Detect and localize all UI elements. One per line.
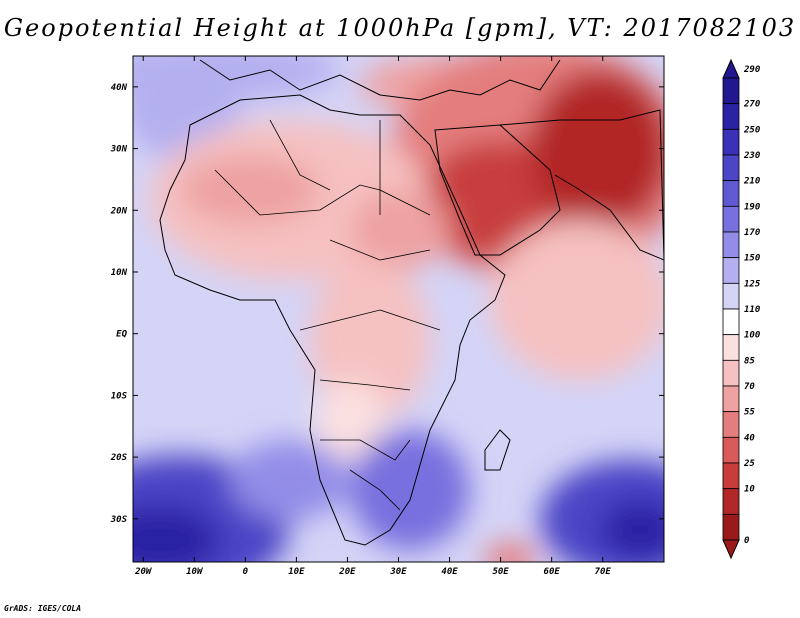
colorbar-swatch — [722, 513, 740, 541]
colorbar-swatch — [722, 180, 740, 207]
lon-tick-label: 10E — [288, 567, 305, 577]
colorbar-swatch — [722, 282, 740, 310]
colorbar-label: 230 — [743, 151, 761, 161]
colorbar-bottom-arrow — [722, 539, 740, 560]
colorbar-swatch — [722, 205, 740, 233]
colorbar-swatch — [722, 334, 740, 361]
map-title: Geopotential Height at 1000hPa [gpm], VT… — [3, 14, 797, 42]
lat-tick-label: 30N — [110, 145, 128, 155]
lon-tick-label: 20W — [134, 567, 153, 577]
footer-credit: GrADS: IGES/COLA — [4, 604, 82, 613]
colorbar-label: 250 — [743, 125, 761, 135]
longitude-axis: 20W 10W 0 10E 20E 30E 40E 50E 60E 70E — [134, 56, 611, 577]
lon-tick-label: 20E — [338, 567, 356, 577]
lat-tick-label: 40N — [111, 83, 128, 93]
colorbar-swatch — [722, 154, 740, 182]
lon-tick-label: 30E — [389, 567, 407, 577]
colorbar-label: 70 — [744, 382, 755, 392]
lon-tick-label: 60E — [544, 567, 561, 577]
colorbar-label: 55 — [744, 408, 755, 418]
colorbar-swatch — [722, 436, 740, 464]
lat-tick-label: 20S — [110, 453, 128, 463]
colorbar-swatch — [722, 77, 740, 105]
lat-tick-label: 10S — [111, 391, 128, 401]
colorbar-swatch — [722, 257, 740, 284]
colorbar-label: 290 — [743, 65, 761, 75]
colorbar-label: 10 — [744, 485, 755, 495]
colorbar-swatch — [722, 103, 740, 130]
lat-tick-label: 30S — [110, 515, 128, 525]
colorbar-swatch — [722, 231, 740, 259]
colorbar-swatch — [722, 411, 740, 438]
colorbar-label: 210 — [743, 177, 761, 187]
colorbar-swatch — [722, 308, 740, 336]
lat-tick-label: 20N — [110, 206, 128, 216]
colorbar-label: 110 — [744, 305, 761, 315]
colorbar-label: 25 — [743, 459, 755, 469]
lon-tick-label: 70E — [595, 567, 612, 577]
colorbar-swatch — [722, 128, 740, 156]
colorbar-label: 40 — [744, 433, 755, 443]
height-field — [133, 56, 664, 562]
colorbar-label: 190 — [744, 202, 761, 212]
lat-tick-label: 10N — [111, 268, 128, 278]
colorbar-swatch — [722, 462, 740, 490]
lon-tick-label: 50E — [492, 567, 509, 577]
colorbar-label: 270 — [743, 100, 761, 110]
lon-tick-label: 0 — [243, 567, 249, 577]
colorbar-swatch — [722, 359, 740, 387]
colorbar: 2902702502302101901701501251101008570554… — [722, 58, 761, 560]
lon-tick-label: 40E — [441, 567, 458, 577]
colorbar-top-arrow — [722, 58, 740, 79]
colorbar-label: 150 — [744, 254, 761, 264]
colorbar-swatch — [722, 385, 740, 413]
colorbar-label: 85 — [744, 356, 755, 366]
coastlines — [159, 59, 664, 546]
colorbar-swatch — [722, 488, 740, 515]
colorbar-label: 170 — [744, 228, 761, 238]
colorbar-label: 100 — [744, 331, 761, 341]
colorbar-label: 125 — [744, 279, 761, 289]
colorbar-label: 0 — [744, 536, 750, 546]
lon-tick-label: 10W — [186, 567, 204, 577]
latitude-axis: 40N 30N 20N 10N EQ 10S 20S 30S — [110, 83, 664, 525]
lat-tick-label: EQ — [116, 330, 127, 340]
